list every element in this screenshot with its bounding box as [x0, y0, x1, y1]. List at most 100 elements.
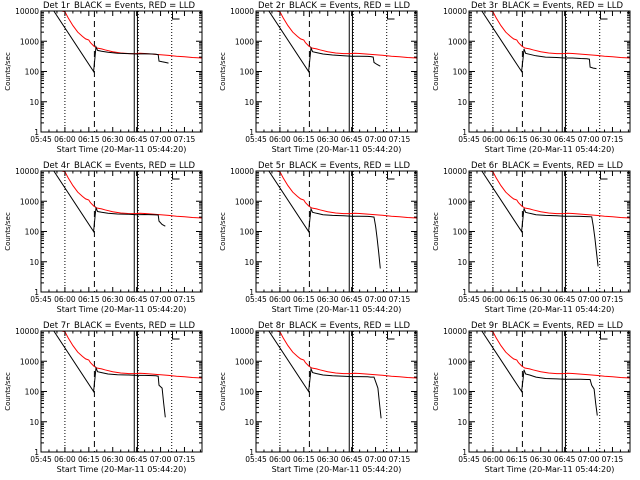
x-tick-label: 06:30	[317, 455, 339, 464]
x-tick-label: 06:00	[482, 135, 504, 144]
state-bracket-mark	[600, 331, 608, 340]
x-tick-label: 06:45	[341, 295, 363, 304]
x-tick-label: 06:15	[78, 455, 100, 464]
y-tick-label: 1	[34, 128, 39, 137]
y-tick-label: 1000	[235, 197, 254, 206]
y-tick-label: 10000	[15, 7, 39, 16]
panel-title: Det 6r	[471, 161, 498, 171]
panel-title: Det 4r	[43, 161, 70, 171]
x-tick-label: 06:15	[506, 295, 528, 304]
y-axis-label: Counts/sec	[432, 372, 440, 411]
panel-legend: BLACK = Events, RED = LLD	[289, 321, 410, 331]
y-axis-label: Counts/sec	[219, 52, 227, 91]
x-axis-label: Start Time (20-Mar-11 05:44:20)	[57, 465, 187, 474]
y-tick-label: 100	[25, 388, 40, 397]
y-tick-label: 1	[249, 128, 254, 137]
state-bracket-mark	[600, 11, 608, 20]
panel-title: Det 8r	[258, 321, 285, 331]
panel-det-2r: Det 2r BLACK = Events, RED = LLD Counts/se…	[219, 1, 418, 154]
x-tick-label: 05:45	[30, 295, 52, 304]
x-tick-label: 06:45	[554, 135, 576, 144]
x-tick-label: 07:15	[389, 135, 411, 144]
y-tick-label: 100	[453, 388, 468, 397]
state-bracket-mark	[387, 331, 395, 340]
y-tick-label: 10000	[15, 327, 39, 336]
x-tick-label: 07:15	[602, 135, 624, 144]
x-tick-label: 05:45	[245, 295, 267, 304]
x-tick-label: 07:00	[578, 455, 600, 464]
x-tick-label: 06:30	[530, 295, 552, 304]
events-series-line	[41, 331, 166, 418]
panel-title: Det 7r	[43, 321, 70, 331]
panel-det-1r: Det 1r BLACK = Events, RED = LLD Counts/se…	[4, 1, 203, 154]
panel-title: Det 2r	[258, 1, 285, 11]
y-tick-label: 10000	[230, 327, 254, 336]
x-tick-label: 06:45	[341, 455, 363, 464]
x-tick-label: 05:45	[245, 135, 267, 144]
events-series-line	[256, 331, 382, 419]
x-tick-label: 05:45	[458, 135, 480, 144]
panel-legend: BLACK = Events, RED = LLD	[289, 161, 410, 171]
panel-title: Det 3r	[471, 1, 498, 11]
y-tick-label: 10	[457, 418, 467, 427]
y-tick-label: 10	[244, 258, 254, 267]
x-tick-label: 07:15	[389, 455, 411, 464]
x-tick-label: 06:00	[54, 135, 76, 144]
x-tick-label: 06:30	[317, 135, 339, 144]
panel-det-8r: Det 8r BLACK = Events, RED = LLD Counts/se…	[219, 321, 418, 474]
x-tick-label: 05:45	[458, 455, 480, 464]
x-tick-label: 07:00	[365, 135, 387, 144]
x-tick-label: 05:45	[30, 455, 52, 464]
x-tick-label: 06:15	[78, 295, 100, 304]
panel-det-3r: Det 3r BLACK = Events, RED = LLD Counts/se…	[432, 1, 631, 154]
x-tick-label: 06:15	[293, 135, 315, 144]
x-axis-label: Start Time (20-Mar-11 05:44:20)	[57, 145, 187, 154]
x-tick-label: 06:15	[78, 135, 100, 144]
events-series-line	[469, 11, 597, 73]
events-series-line	[469, 171, 599, 267]
y-tick-label: 10	[457, 258, 467, 267]
x-axis-label: Start Time (20-Mar-11 05:44:20)	[272, 305, 402, 314]
x-tick-label: 07:00	[578, 295, 600, 304]
y-tick-label: 10000	[230, 167, 254, 176]
x-tick-label: 06:45	[126, 135, 148, 144]
x-tick-label: 06:30	[102, 135, 124, 144]
y-tick-label: 100	[25, 228, 40, 237]
x-tick-label: 07:15	[174, 295, 196, 304]
y-tick-label: 10000	[443, 7, 467, 16]
x-axis-label: Start Time (20-Mar-11 05:44:20)	[485, 145, 615, 154]
x-tick-label: 06:30	[530, 455, 552, 464]
panel-det-5r: Det 5r BLACK = Events, RED = LLD Counts/se…	[219, 161, 418, 314]
x-tick-label: 06:00	[54, 455, 76, 464]
x-tick-label: 06:30	[317, 295, 339, 304]
y-tick-label: 1	[249, 288, 254, 297]
x-tick-label: 06:00	[269, 455, 291, 464]
events-series-line	[41, 171, 166, 233]
x-tick-label: 07:00	[150, 135, 172, 144]
x-tick-label: 06:45	[341, 135, 363, 144]
x-axis-label: Start Time (20-Mar-11 05:44:20)	[272, 145, 402, 154]
y-axis-label: Counts/sec	[219, 372, 227, 411]
y-tick-label: 10000	[230, 7, 254, 16]
y-tick-label: 1000	[20, 37, 39, 46]
x-tick-label: 07:15	[602, 295, 624, 304]
y-tick-label: 1	[249, 448, 254, 457]
state-bracket-mark	[172, 11, 180, 20]
y-tick-label: 100	[240, 68, 255, 77]
y-tick-label: 10	[244, 98, 254, 107]
y-tick-label: 10000	[443, 167, 467, 176]
y-axis-label: Counts/sec	[432, 212, 440, 251]
x-tick-label: 06:45	[554, 295, 576, 304]
x-axis-label: Start Time (20-Mar-11 05:44:20)	[57, 305, 187, 314]
y-tick-label: 1	[462, 288, 467, 297]
panel-legend: BLACK = Events, RED = LLD	[502, 161, 623, 171]
panel-title: Det 1r	[43, 1, 70, 11]
y-tick-label: 100	[25, 68, 40, 77]
x-tick-label: 05:45	[30, 135, 52, 144]
y-tick-label: 1000	[235, 37, 254, 46]
panel-title: Det 5r	[258, 161, 285, 171]
y-axis-label: Counts/sec	[4, 52, 12, 91]
y-tick-label: 1	[462, 448, 467, 457]
x-axis-label: Start Time (20-Mar-11 05:44:20)	[272, 465, 402, 474]
